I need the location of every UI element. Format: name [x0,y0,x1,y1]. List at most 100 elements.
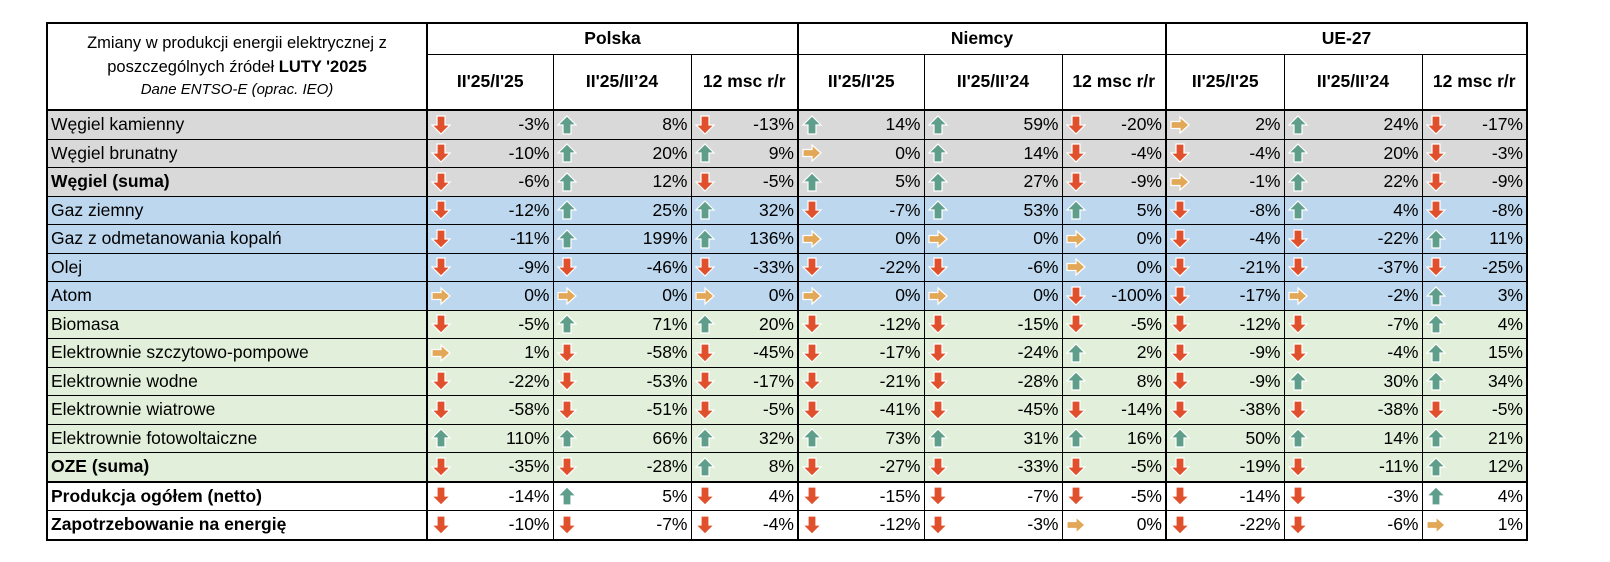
row-label: Węgiel brunatny [46,138,428,168]
row-label: Elektrownie wodne [46,366,428,396]
value-cell: 31% [923,423,1062,453]
arrow-up-icon [1425,285,1446,306]
change-value: -51% [646,399,688,419]
value-cell: -15% [923,309,1062,339]
arrow-down-icon [801,515,823,535]
change-value: 1% [1497,514,1523,534]
arrow-down-icon [1169,400,1191,420]
table-row: Biomasa -5% 71% 20% -12% -15% -5% -12% -7% 4% [46,309,1528,339]
arrow-down-icon [694,115,715,135]
change-value: -10% [508,142,550,163]
arrow-right-icon [431,343,451,363]
arrow-down-icon [1287,257,1308,278]
value-cell: 5% [1061,195,1166,225]
arrow-down-icon [430,486,452,507]
change-value: -13% [753,114,794,134]
change-value: 8% [1136,370,1162,391]
value-cell: -15% [797,480,924,511]
arrow-up-icon [556,314,577,334]
change-value: -33% [753,256,794,277]
arrow-down-icon [430,314,452,335]
arrow-up-icon [801,171,823,192]
value-cell: -3% [1421,138,1528,168]
arrow-up-icon [430,428,452,448]
change-value: 0% [895,228,921,248]
change-value: -7% [656,514,688,534]
arrow-down-icon [1065,457,1086,477]
arrow-up-icon [1425,456,1446,477]
change-value: 4% [1393,199,1419,220]
value-cell: -4% [1061,138,1166,168]
arrow-up-icon [1425,428,1446,448]
change-value: 30% [1383,370,1419,391]
change-value: 59% [1023,114,1059,134]
value-cell: -22% [1165,510,1284,541]
value-cell: -27% [797,452,924,482]
change-value: -22% [508,370,550,391]
value-cell: -17% [797,338,924,367]
row-label: Zapotrzebowanie na energię [46,510,428,541]
value-cell: 3% [1421,281,1528,310]
arrow-down-icon [556,457,577,477]
arrow-down-icon [1065,115,1086,135]
arrow-up-icon [1287,143,1308,163]
value-cell: -10% [426,138,553,168]
change-value: 2% [1255,114,1281,134]
value-cell: -28% [552,452,691,482]
change-value: -5% [1130,456,1162,476]
arrow-right-icon [1287,286,1308,306]
arrow-down-icon [927,400,948,420]
change-value: -7% [1387,313,1419,334]
change-value: -21% [1239,256,1281,277]
change-value: -22% [1377,228,1419,248]
value-cell: 0% [923,281,1062,310]
arrow-down-icon [1287,515,1308,535]
change-value: 8% [662,114,688,134]
table-row: Gaz ziemny -12% 25% 32% -7% 53% 5% -8% 4% -8% [46,195,1528,225]
arrow-down-icon [1169,143,1191,164]
arrow-down-icon [1065,314,1086,335]
arrow-up-icon [556,228,577,249]
value-cell: -53% [552,366,691,396]
change-value: -33% [1017,456,1059,476]
value-cell: -3% [923,510,1062,541]
change-value: -12% [1239,313,1281,334]
change-value: -17% [753,370,794,391]
row-label: Gaz ziemny [46,195,428,225]
title-line-2-prefix: poszczególnych źródeł [107,57,279,76]
change-value: -6% [1027,256,1059,277]
arrow-down-icon [1169,257,1191,278]
change-value: -12% [508,199,550,220]
column-header: 12 msc r/r [1061,54,1166,111]
change-value: 5% [662,485,688,506]
value-cell: -58% [426,395,553,424]
change-value: 27% [1023,171,1059,191]
value-cell: 27% [923,167,1062,196]
change-value: -17% [1482,114,1523,134]
change-value: -3% [518,114,550,134]
value-cell: 0% [690,281,798,310]
change-value: -6% [1387,514,1419,534]
value-cell: -5% [1421,395,1528,424]
arrow-right-icon [1170,115,1190,135]
arrow-down-icon [1425,115,1446,135]
change-value: 14% [885,114,921,134]
value-cell: 1% [426,338,553,367]
arrow-down-icon [430,143,452,164]
change-value: -7% [889,199,921,220]
value-cell: -8% [1421,195,1528,225]
change-value: -21% [879,370,921,391]
change-value: -100% [1111,285,1162,305]
table-row: Zapotrzebowanie na energię -10% -7% -4% -12%… [46,510,1528,541]
value-cell: 14% [797,109,924,139]
arrow-right-icon [802,286,822,306]
arrow-down-icon [430,115,452,135]
value-cell: -58% [552,338,691,367]
change-value: 32% [758,199,794,220]
change-value: 0% [1136,514,1162,534]
column-header: II'25/II’24 [923,54,1062,111]
value-cell: 2% [1061,338,1166,367]
change-value: -19% [1239,456,1281,476]
arrow-up-icon [1287,428,1308,448]
arrow-down-icon [801,400,823,420]
